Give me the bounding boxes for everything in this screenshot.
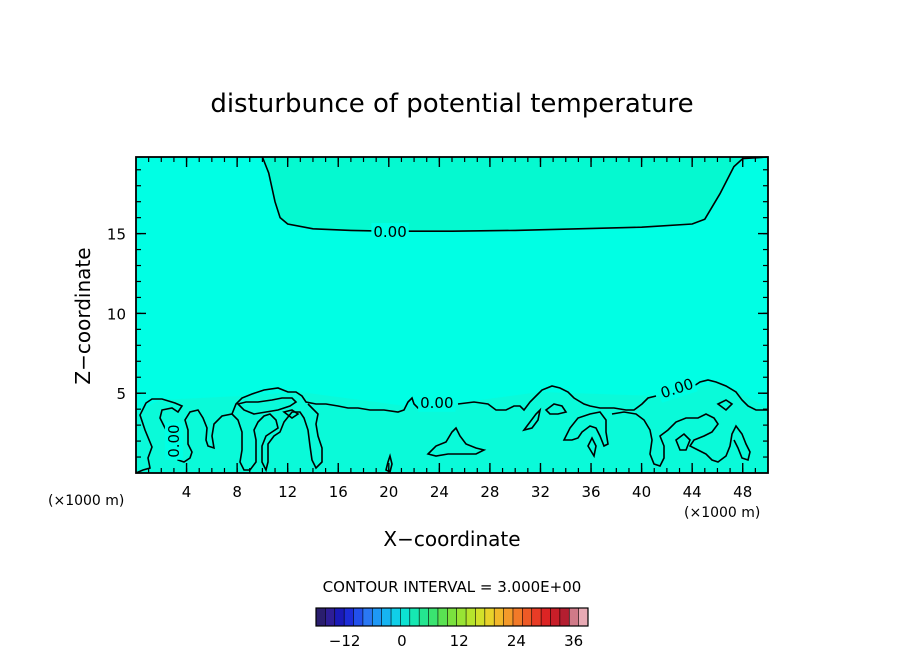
colorbar-segment — [522, 608, 533, 626]
colorbar-segment — [409, 608, 420, 626]
contour-zero-upper — [261, 156, 769, 232]
contour-label: 0.00 — [420, 394, 453, 412]
colorbar-segment — [559, 608, 570, 626]
plot-area — [136, 157, 768, 473]
colorbar-ticks: −12 0 12 24 36 — [329, 632, 583, 650]
contour-zero-cell-7 — [587, 436, 597, 459]
colorbar-segment — [456, 608, 467, 626]
colorbar-segment — [569, 608, 580, 626]
y-axis-label: Z−coordinate — [71, 247, 95, 384]
x-tick-label: 32 — [531, 483, 550, 501]
colorbar-segment — [484, 608, 495, 626]
contour-zero-cell-9 — [675, 432, 691, 451]
colorbar-segment — [447, 608, 458, 626]
colorbar-segment — [503, 608, 514, 626]
x-tick-label: 12 — [278, 483, 297, 501]
colorbar-segment — [353, 608, 364, 626]
colorbar-tick-label: 12 — [450, 632, 469, 650]
contour-zero-cell-8 — [611, 411, 751, 467]
contour-label-background — [371, 223, 409, 242]
colorbar-segment — [578, 608, 589, 626]
x-unit-label-left: (×1000 m) — [48, 493, 124, 509]
x-axis: 4 8 12 16 20 24 28 32 36 40 44 48 — [182, 157, 752, 501]
contour-zero-band-right — [457, 385, 657, 412]
colorbar-segment — [362, 608, 373, 626]
contour-zero-band — [231, 387, 426, 415]
x-tick-label: 16 — [329, 483, 348, 501]
colorbar-segment — [541, 608, 551, 626]
contour-label: 0.00 — [165, 424, 183, 457]
colorbar-tick-label: −12 — [329, 632, 361, 650]
colorbar-segment — [419, 608, 430, 626]
x-tick-label: 48 — [733, 483, 752, 501]
lower-turbulent-region — [136, 382, 768, 473]
x-tick-label: 28 — [480, 483, 499, 501]
x-tick-label: 40 — [632, 483, 651, 501]
contour-zero-cell-6 — [562, 411, 609, 448]
contour-label: 0.00 — [373, 223, 406, 241]
colorbar-segment — [437, 608, 448, 626]
colorbar-segment — [381, 608, 392, 626]
contour-interval-label: CONTOUR INTERVAL = 3.000E+00 — [323, 578, 582, 596]
colorbar-segment — [344, 608, 355, 626]
colorbar-segment — [475, 608, 486, 626]
colorbar-tick-label: 0 — [397, 632, 407, 650]
colorbar — [315, 607, 589, 627]
colorbar-segment — [466, 608, 476, 626]
colorbar-segment — [531, 608, 542, 626]
y-tick-label: 10 — [107, 305, 126, 323]
contour-lines — [135, 156, 769, 474]
colorbar-tick-label: 36 — [564, 632, 583, 650]
contour-zero-cell-5 — [544, 403, 568, 415]
contour-label-background — [164, 422, 183, 460]
colorbar-tick-label: 24 — [507, 632, 526, 650]
colorbar-segment — [391, 608, 401, 626]
colorbar-segment — [325, 608, 336, 626]
y-axis: 5 10 15 — [107, 226, 768, 403]
contour-label-background — [418, 393, 456, 412]
x-tick-label: 24 — [430, 483, 449, 501]
colorbar-frame — [315, 607, 589, 627]
upper-warm-region — [262, 157, 768, 232]
contour-label-background — [656, 374, 698, 403]
x-tick-label: 44 — [683, 483, 702, 501]
contour-zero-cell-3 — [426, 426, 487, 457]
contour-zero-lower — [135, 398, 323, 474]
colorbar-segment — [494, 608, 505, 626]
x-tick-label: 20 — [379, 483, 398, 501]
colorbar-segment — [512, 608, 523, 626]
colorbar-segment — [372, 608, 383, 626]
colorbar-segment — [428, 608, 439, 626]
chart-title: disturbunce of potential temperature — [210, 89, 693, 119]
x-tick-label: 8 — [232, 483, 242, 501]
y-tick-label: 5 — [116, 385, 126, 403]
x-tick-label: 36 — [581, 483, 600, 501]
contour-zero-right — [693, 379, 768, 411]
x-tick-label: 4 — [182, 483, 192, 501]
contour-zero-cell-10 — [716, 399, 734, 412]
contour-zero-cell-1 — [282, 409, 300, 419]
x-unit-label-right: (×1000 m) — [684, 505, 760, 521]
minor-ticks — [136, 157, 768, 473]
colorbar-segment — [334, 608, 345, 626]
y-tick-label: 15 — [107, 226, 126, 244]
contour-zero-inner-left — [236, 397, 298, 415]
x-axis-label: X−coordinate — [383, 527, 520, 551]
colorbar-segment — [316, 608, 326, 626]
colorbar-segment — [400, 608, 411, 626]
contour-zero-cell-4 — [522, 407, 542, 432]
colorbar-segment — [550, 608, 561, 626]
